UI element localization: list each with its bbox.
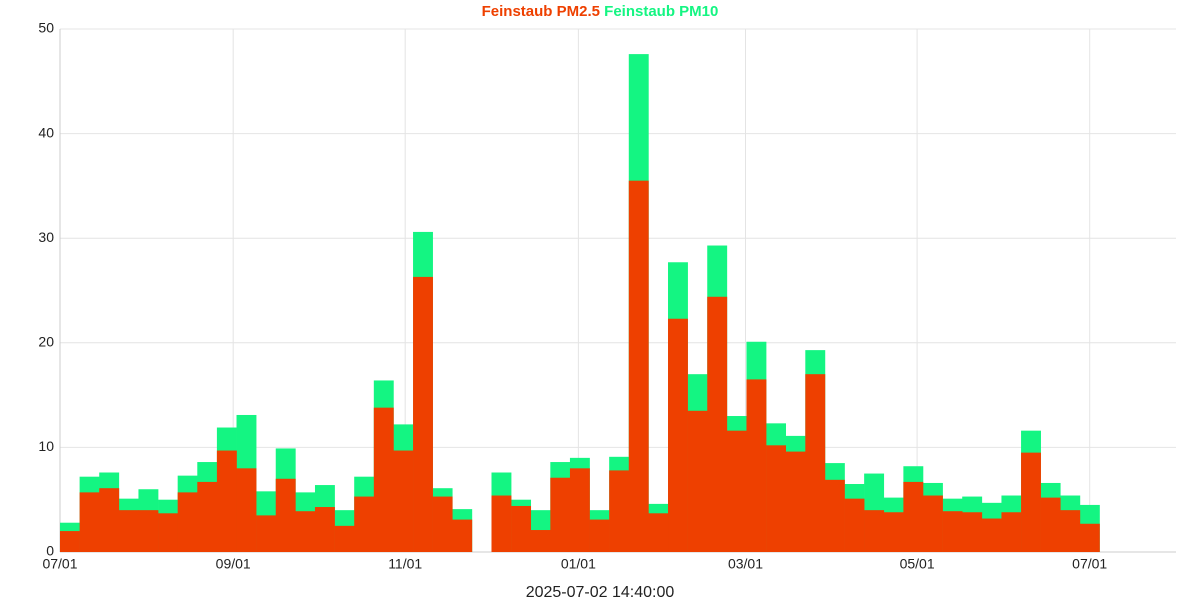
bar (452, 519, 473, 552)
bar (903, 481, 924, 552)
bar (511, 505, 532, 552)
legend-entry: Feinstaub PM10 (604, 3, 718, 20)
bar (824, 479, 845, 552)
bar (79, 492, 100, 552)
bar (922, 495, 943, 552)
bar (256, 515, 277, 552)
x-tick-label: 09/01 (216, 556, 251, 572)
y-tick-label: 10 (38, 438, 54, 454)
bar (609, 470, 630, 552)
bar (805, 374, 826, 552)
legend-entry: Feinstaub PM2.5 (482, 3, 600, 20)
bar (628, 180, 649, 553)
bar (1079, 523, 1100, 552)
y-tick-label: 50 (38, 20, 54, 36)
x-tick-label: 03/01 (728, 556, 763, 572)
bar (314, 507, 335, 552)
bar (216, 450, 237, 552)
bar (1021, 452, 1041, 552)
bar (844, 498, 865, 552)
x-tick-label: 01/01 (561, 556, 596, 572)
bar (648, 513, 669, 552)
x-tick-label: 07/01 (1072, 556, 1107, 572)
bar (746, 379, 767, 552)
bar (766, 445, 786, 552)
bar (118, 510, 139, 552)
bar (687, 410, 708, 552)
bar (295, 511, 316, 552)
bar (981, 518, 1002, 552)
bar (177, 492, 198, 552)
bar (373, 407, 394, 552)
bar (138, 510, 159, 552)
bar (530, 530, 551, 552)
bar (864, 510, 885, 552)
x-tick-label: 11/01 (388, 556, 422, 572)
bar (883, 512, 904, 552)
x-tick-label: 05/01 (900, 556, 935, 572)
bar (275, 478, 296, 552)
bar (197, 481, 218, 552)
bar (99, 488, 120, 552)
x-tick-label: 07/01 (42, 556, 77, 572)
y-tick-label: 30 (38, 229, 54, 245)
bar (942, 511, 963, 552)
bar (589, 519, 610, 552)
bar (158, 513, 178, 552)
bar (726, 430, 747, 552)
x-axis-label: 2025-07-02 14:40:00 (526, 584, 675, 600)
y-tick-label: 40 (38, 124, 54, 140)
bar (393, 450, 414, 552)
bar (1040, 497, 1061, 552)
bar (569, 468, 590, 552)
bar (334, 525, 355, 552)
legend: Feinstaub PM2.5 Feinstaub PM10 (482, 3, 719, 20)
bar (236, 468, 257, 552)
bar (785, 451, 806, 552)
bar (962, 512, 983, 552)
y-tick-label: 0 (46, 543, 54, 559)
bar (668, 318, 688, 552)
bar (1001, 512, 1022, 552)
bar (432, 496, 453, 552)
bar (60, 531, 80, 552)
bar (413, 276, 433, 552)
bar (707, 296, 728, 552)
bar (1060, 510, 1081, 552)
bar (491, 495, 512, 552)
bar (354, 496, 375, 552)
bar (550, 477, 571, 552)
y-tick-label: 20 (38, 334, 54, 350)
